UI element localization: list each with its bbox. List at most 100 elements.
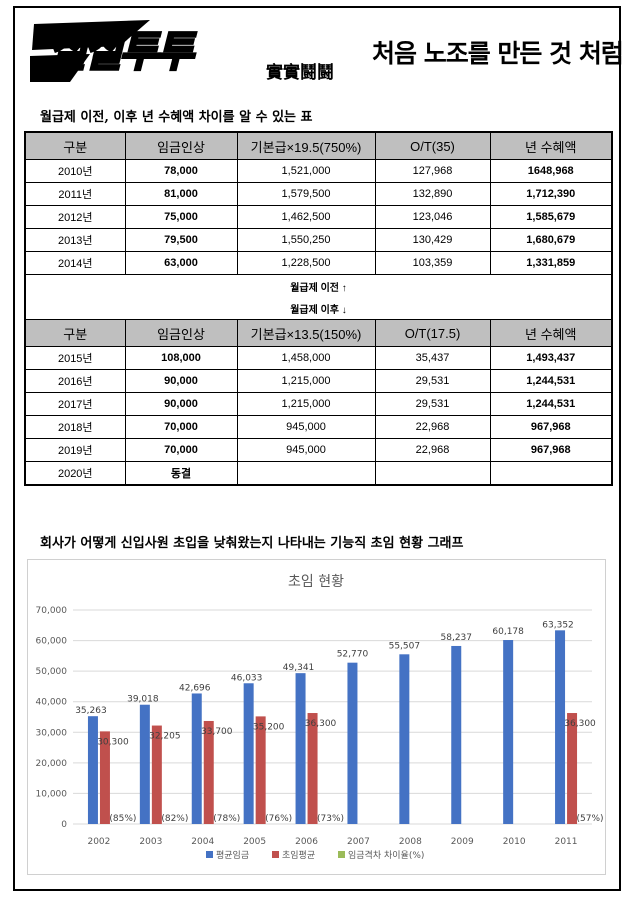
y-tick-label: 10,000 [36, 789, 68, 799]
legend-swatch [206, 851, 213, 858]
table-cell: 130,429 [374, 228, 491, 252]
table-cell: 2016년 [24, 369, 126, 393]
table-row: 2014년 63,000 1,228,500 103,359 1,331,859 [24, 251, 613, 275]
table-cell: 1,215,000 [236, 392, 376, 416]
column-header: 년 수혜액 [489, 319, 613, 347]
data-label: 55,507 [389, 641, 421, 651]
table-row: 2019년 70,000 945,000 22,968 967,968 [24, 438, 613, 462]
table-cell: 945,000 [236, 415, 376, 439]
table-row: 2016년 90,000 1,215,000 29,531 1,244,531 [24, 369, 613, 393]
table-cell: 22,968 [374, 415, 491, 439]
table-cell: 1,493,437 [489, 346, 613, 370]
table-cell: 945,000 [236, 438, 376, 462]
table-cell: 75,000 [124, 205, 238, 229]
table-cell: 1,244,531 [489, 392, 613, 416]
table-cell: 967,968 [489, 415, 613, 439]
bar-average-wage [347, 662, 358, 824]
table-cell: 1,462,500 [236, 205, 376, 229]
data-label: 30,300 [97, 737, 129, 747]
wage-table-body: 구분 임금인상 기본급×19.5(750%) O/T(35) 년 수혜액 2010년 78,… [24, 131, 613, 486]
data-label: 52,770 [337, 650, 369, 660]
page-frame [13, 6, 621, 891]
table-cell: 70,000 [124, 438, 238, 462]
table-note-row: 월급제 이후 ↓ [24, 297, 613, 320]
table-cell [236, 461, 376, 486]
data-label: 46,033 [231, 673, 263, 683]
x-tick-label: 2007 [347, 837, 370, 847]
table-cell: 967,968 [489, 438, 613, 462]
bar-starting-wage [307, 713, 318, 824]
x-tick-label: 2006 [295, 837, 318, 847]
data-label: 60,178 [492, 627, 524, 637]
table-cell: 78,000 [124, 159, 238, 183]
headline: 처음 노조를 만든 것 처럼 [372, 39, 624, 68]
x-tick-label: 2010 [503, 837, 526, 847]
table-cell: 2013년 [24, 228, 126, 252]
y-tick-label: 0 [61, 820, 67, 830]
table-row: 2018년 70,000 945,000 22,968 967,968 [24, 415, 613, 439]
table-cell: 90,000 [124, 369, 238, 393]
note-after-monthly: 월급제 이후 ↓ [24, 297, 613, 320]
bar-average-wage [87, 716, 98, 824]
y-tick-label: 40,000 [36, 698, 68, 708]
legend-entry: 초임평균 [282, 849, 315, 861]
note-before-monthly: 월급제 이전 ↑ [24, 274, 613, 297]
table-header-row: 구분 임금인상 기본급×19.5(750%) O/T(35) 년 수혜액 [24, 131, 613, 160]
data-label: 36,300 [305, 719, 337, 729]
table-cell: 동결 [124, 461, 238, 486]
data-label: 32,205 [149, 732, 181, 742]
data-label: (57%) [577, 814, 604, 824]
data-label: 33,700 [201, 727, 233, 737]
salary-chart: 초임 현황 0 10,000 20,000 30,000 40,000 50,000 60,0… [36, 574, 604, 861]
data-label: 63,352 [542, 620, 574, 630]
bar-average-wage [139, 704, 150, 824]
table-cell: 1,680,679 [489, 228, 613, 252]
table-cell: 22,968 [374, 438, 491, 462]
bar-starting-wage [151, 725, 162, 824]
data-label: 42,696 [179, 683, 211, 693]
bar-average-wage [451, 645, 462, 824]
table-cell: 1,550,250 [236, 228, 376, 252]
legend-entry: 임금격차 차이율(%) [348, 849, 424, 861]
column-header: 구분 [24, 319, 126, 347]
table-cell: 123,046 [374, 205, 491, 229]
wage-comparison-table: 구분 임금인상 기본급×19.5(750%) O/T(35) 년 수혜액 2010년 78,… [24, 131, 613, 486]
y-tick-label: 20,000 [36, 759, 68, 769]
bar-average-wage [243, 683, 254, 824]
column-header: 구분 [24, 131, 126, 160]
table-row: 2020년 동결 [24, 461, 613, 486]
table-header-row: 구분 임금인상 기본급×13.5(150%) O/T(17.5) 년 수혜액 [24, 319, 613, 347]
table-cell: 63,000 [124, 251, 238, 275]
table-cell: 1,244,531 [489, 369, 613, 393]
table-cell: 90,000 [124, 392, 238, 416]
bar-average-wage [555, 630, 566, 824]
table-cell: 127,968 [374, 159, 491, 183]
table-cell: 1648,968 [489, 159, 613, 183]
table-cell: 2020년 [24, 461, 126, 486]
table-cell: 2015년 [24, 346, 126, 370]
logo-stripe [32, 20, 150, 50]
bar-average-wage [503, 640, 514, 824]
data-label: 36,300 [564, 719, 596, 729]
table-cell: 70,000 [124, 415, 238, 439]
legend-entry: 평균임금 [216, 849, 249, 861]
y-tick-label: 70,000 [36, 606, 68, 616]
column-header: 기본급×19.5(750%) [236, 131, 376, 160]
data-label: 39,018 [127, 695, 159, 705]
column-header: 임금인상 [124, 319, 238, 347]
data-label: (76%) [265, 814, 292, 824]
bar-starting-wage [99, 731, 110, 824]
table-cell: 2018년 [24, 415, 126, 439]
table-cell: 35,437 [374, 346, 491, 370]
chart-caption: 회사가 어떻게 신입사원 초입을 낮춰왔는지 나타내는 기능직 초임 현황 그래… [40, 536, 464, 551]
table-cell: 2010년 [24, 159, 126, 183]
column-header: 년 수혜액 [489, 131, 613, 160]
table-cell: 108,000 [124, 346, 238, 370]
x-tick-label: 2008 [399, 837, 422, 847]
data-label: 35,200 [253, 722, 285, 732]
table-row: 2012년 75,000 1,462,500 123,046 1,585,679 [24, 205, 613, 229]
table-cell [489, 461, 613, 486]
data-label: 49,341 [283, 663, 315, 673]
logo: 실실투투 實實鬪鬪 [30, 20, 334, 83]
x-tick-label: 2003 [139, 837, 162, 847]
